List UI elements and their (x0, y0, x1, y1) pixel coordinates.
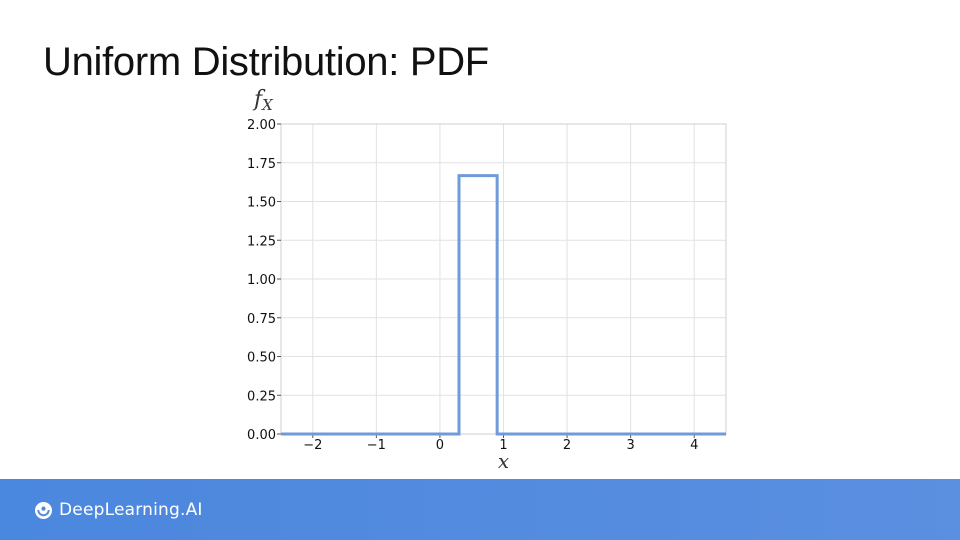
x-tick-label-1: −1 (367, 438, 386, 453)
y-tick-label-1: 0.25 (247, 389, 276, 404)
x-axis-label: x (498, 449, 509, 473)
footer-bar: DeepLearning.AI (0, 479, 960, 540)
series-lines (281, 174, 726, 436)
y-tick-label-2: 0.50 (247, 351, 276, 366)
y-tick-label-4: 1.00 (247, 273, 276, 288)
x-tick-label-2: 0 (436, 438, 444, 453)
chart-grid (281, 123, 726, 435)
x-tick-label-5: 3 (627, 438, 635, 453)
pdf-chart: 0.00 0.25 0.50 0.75 1.00 1.25 1.50 1.75 2.00 −2 −… (247, 87, 727, 473)
x-tick-label-3: 1 (499, 438, 507, 453)
x-tick-label-0: −2 (303, 438, 322, 453)
x-tick-label-4: 2 (563, 438, 571, 453)
series-line-0 (281, 174, 726, 436)
y-axis-label-sub: X (261, 96, 274, 114)
y-tick-label-3: 0.75 (247, 312, 276, 327)
slide-title: Uniform Distribution: PDF (43, 40, 489, 84)
y-tick-label-5: 1.25 (247, 234, 276, 249)
y-tick-label-6: 1.50 (247, 196, 276, 211)
y-tick-label-7: 1.75 (247, 157, 276, 172)
brand: DeepLearning.AI (34, 498, 203, 522)
deeplearning-logo-icon (34, 501, 53, 519)
y-axis-ticks: 0.00 0.25 0.50 0.75 1.00 1.25 1.50 1.75 2.00 (247, 118, 281, 443)
y-tick-label-0: 0.00 (247, 428, 276, 443)
y-axis-label: fX (252, 87, 274, 114)
brand-name: DeepLearning.AI (59, 500, 203, 520)
x-tick-label-6: 4 (690, 438, 698, 453)
y-tick-label-8: 2.00 (247, 118, 276, 133)
